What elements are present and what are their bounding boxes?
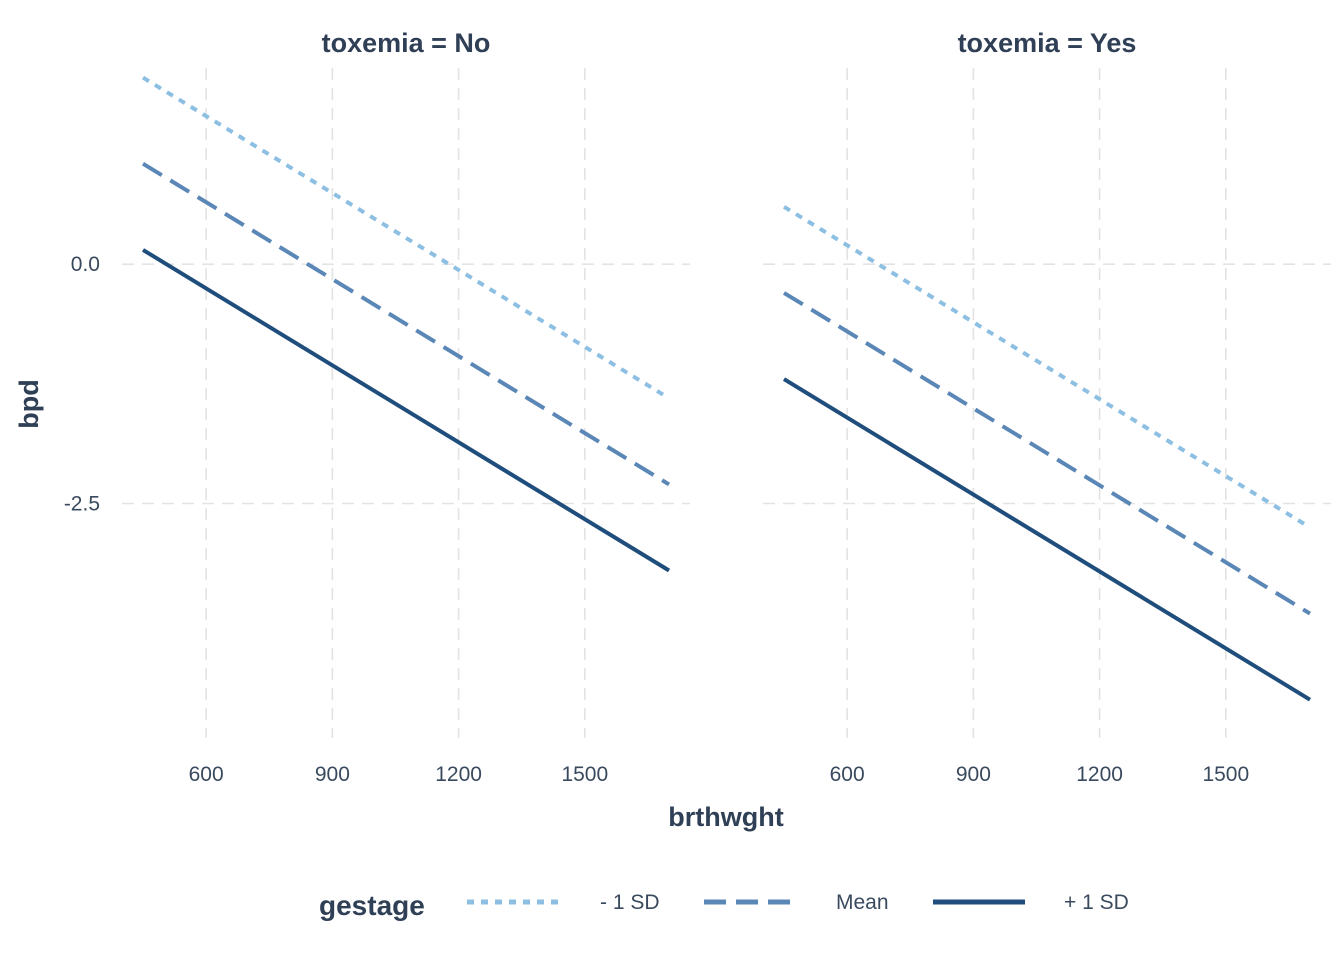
facet-panels: toxemia = No 600 900 1200 1500 toxemia = Yes 6… [122,28,1331,786]
series-line-1-sd [141,248,671,573]
legend: gestage - 1 SD Mean + 1 SD [319,890,1129,921]
y-tick-label: 0.0 [71,253,100,276]
legend-title: gestage [319,890,425,921]
legend-label: + 1 SD [1064,891,1129,914]
x-tick-label: 1200 [435,763,482,786]
x-tick-label: 900 [956,763,991,786]
facet-panel: toxemia = Yes 600 900 1200 1500 [763,28,1331,786]
series-line-1-sd [782,205,1312,530]
facet-strip-label: toxemia = Yes [958,28,1137,58]
x-tick-label: 1500 [561,763,608,786]
legend-label: Mean [836,891,889,914]
series-line-1-sd [782,377,1312,702]
x-tick-label: 1500 [1202,763,1249,786]
series-line-mean [782,291,1312,616]
x-tick-label: 1200 [1076,763,1123,786]
x-tick-label: 600 [189,763,224,786]
y-axis-title: bpd [14,379,44,428]
x-tick-label: 600 [830,763,865,786]
x-tick-label: 900 [315,763,350,786]
series-line-mean [141,161,671,487]
facet-strip-label: toxemia = No [322,28,491,58]
y-tick-label: -2.5 [64,493,100,516]
legend-label: - 1 SD [600,891,660,914]
y-axis: 0.0 -2.5 [64,253,100,515]
facet-panel: toxemia = No 600 900 1200 1500 [122,28,690,786]
x-axis-title: brthwght [668,802,783,832]
series-line-1-sd [141,75,671,400]
